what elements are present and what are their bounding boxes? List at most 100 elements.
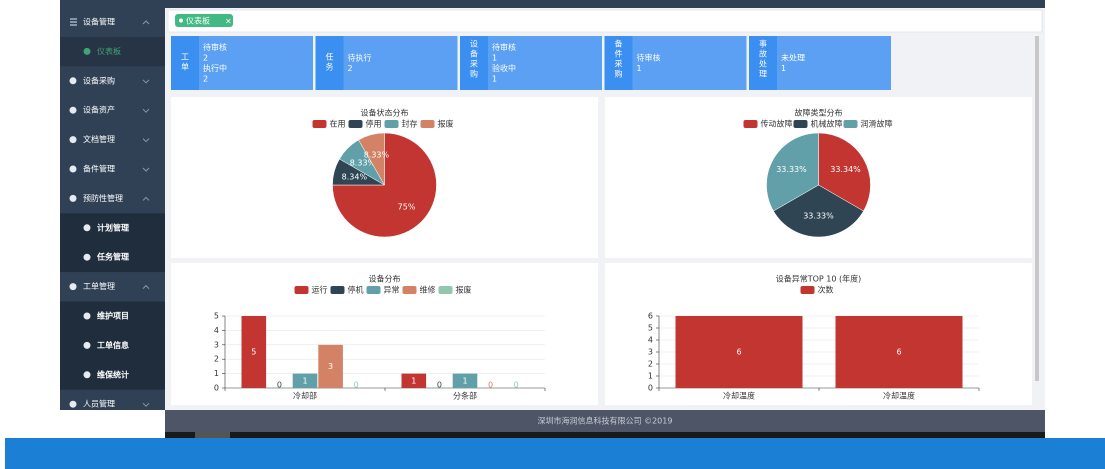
menu-icon	[69, 165, 77, 173]
bar	[675, 316, 803, 388]
menu-item[interactable]: 设备资产	[83, 105, 115, 115]
card-item-label: 待审核	[203, 42, 227, 52]
card-label-bg	[460, 36, 488, 90]
card-label-bg	[315, 36, 344, 90]
tab[interactable]	[175, 14, 233, 27]
menu-item[interactable]: 任务管理	[96, 252, 129, 262]
menu-caret	[142, 402, 150, 407]
bar	[401, 373, 427, 388]
menu-item[interactable]: 人员管理	[83, 399, 115, 409]
menu-item[interactable]: 设备管理	[83, 17, 115, 27]
x-tick-label: 冷却部	[293, 391, 317, 401]
card-item-label: 执行中	[203, 63, 227, 73]
legend-label: 机械故障	[811, 119, 843, 129]
menu-item[interactable]: 文档管理	[83, 134, 115, 144]
legend-swatch	[366, 286, 381, 294]
menu-item[interactable]: 工单信息	[97, 340, 129, 350]
menu-row-bg	[60, 242, 165, 273]
y-tick-label: 6	[648, 312, 653, 321]
legend-label: 报废	[456, 285, 472, 295]
menu-caret	[142, 138, 150, 143]
bar-label: 5	[251, 348, 256, 357]
menu-item[interactable]: 仪表板	[97, 46, 121, 56]
chart-panel	[605, 263, 1032, 405]
bar	[241, 316, 267, 388]
legend-swatch	[312, 120, 327, 128]
legend-swatch	[843, 120, 858, 128]
slice-label: 8.34%	[342, 172, 368, 181]
legend-label: 停用	[366, 119, 382, 129]
menu-item[interactable]: 备件管理	[83, 164, 115, 174]
menu-row-bg	[60, 213, 165, 243]
legend-label: 在用	[330, 119, 346, 129]
bar-label: 6	[896, 348, 901, 357]
taskbar	[5, 438, 1105, 469]
card-label-bg	[749, 36, 777, 90]
tab-dot	[179, 18, 183, 23]
menu-icon	[69, 136, 77, 144]
card-label-bg	[171, 36, 199, 90]
card-item-value: 1	[781, 64, 786, 73]
menu-item[interactable]: 维护项目	[97, 311, 129, 321]
x-tick-label: 分条部	[453, 391, 477, 401]
y-tick-label: 5	[214, 312, 219, 321]
menu-item[interactable]: 设备采购	[83, 75, 115, 85]
y-tick-label: 2	[648, 360, 653, 369]
legend-swatch	[800, 286, 815, 294]
menu-item[interactable]: 维保统计	[97, 369, 129, 379]
legend-label: 封存	[402, 119, 418, 129]
slice-label: 33.33%	[776, 165, 807, 174]
y-tick-label: 1	[648, 372, 653, 381]
slice-label: 33.34%	[830, 165, 861, 174]
menu-icon	[69, 77, 77, 85]
chart-title: 故障类型分布	[795, 108, 843, 118]
bar	[452, 373, 478, 388]
menu-item[interactable]: 计划管理	[97, 222, 129, 232]
bar-label: 0	[514, 381, 519, 390]
card-item-label: 待执行	[348, 52, 372, 62]
card-label: 设备采购	[470, 39, 479, 80]
menu-row-bg	[60, 36, 165, 67]
menu-item[interactable]: 预防性管理	[83, 193, 123, 203]
y-tick-label: 0	[214, 384, 219, 393]
menu-caret	[142, 167, 150, 172]
footer	[165, 410, 1045, 432]
legend-label: 次数	[818, 285, 834, 295]
tab-bar	[167, 9, 1043, 33]
card-label: 工单	[181, 53, 190, 73]
card-item-value: 1	[492, 74, 497, 83]
menu-icon	[69, 283, 77, 291]
legend-label: 报废	[438, 119, 454, 129]
menu-icon	[69, 106, 77, 114]
bar-label: 0	[354, 381, 359, 390]
y-tick-label: 3	[648, 348, 653, 357]
legend-label: 异常	[384, 286, 400, 295]
card-label: 事故处理	[759, 39, 768, 80]
card-label: 备件采购	[614, 39, 623, 80]
legend-swatch	[294, 286, 309, 294]
pie-slice	[773, 184, 864, 238]
status-block	[195, 432, 230, 438]
y-tick-label: 1	[214, 369, 219, 378]
chart-title: 设备分布	[369, 274, 401, 284]
menu-caret	[142, 108, 150, 113]
bar-label: 6	[736, 348, 741, 357]
legend-swatch	[348, 120, 363, 128]
y-tick-label: 4	[214, 326, 219, 335]
y-tick-label: 2	[214, 355, 219, 364]
pie-slice	[766, 132, 819, 212]
menu-row-bg	[60, 301, 165, 331]
pie-slice	[332, 132, 437, 238]
bar	[835, 316, 963, 388]
legend-swatch	[438, 286, 453, 294]
card-item-label: 待审核	[637, 52, 661, 62]
card-item-label: 未处理	[781, 52, 805, 62]
menu-icon	[69, 400, 77, 408]
y-tick-label: 3	[214, 340, 219, 349]
menu-icon	[83, 341, 91, 349]
slice-label: 75%	[398, 203, 416, 212]
menu-item[interactable]: 工单管理	[83, 281, 115, 291]
x-tick-label: 冷却温度	[723, 391, 755, 401]
bar	[318, 344, 343, 388]
